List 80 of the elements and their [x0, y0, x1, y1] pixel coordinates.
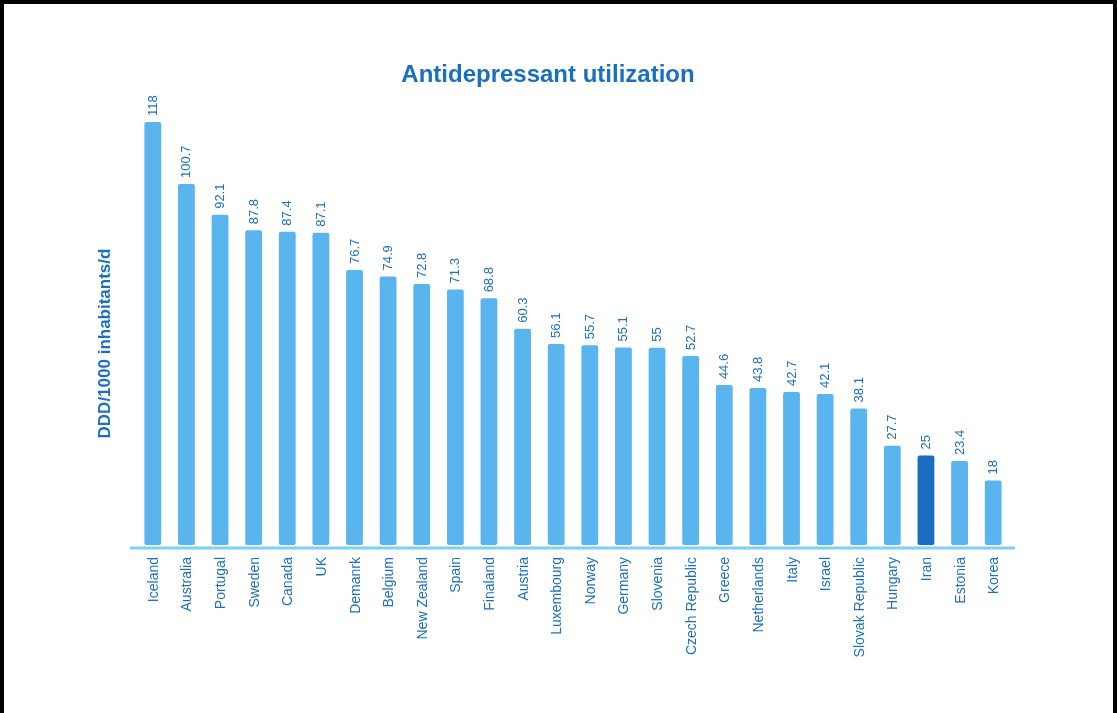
- x-tick-label: Hungary: [884, 557, 901, 610]
- data-label: 74.9: [380, 245, 396, 271]
- bar: [346, 270, 363, 545]
- data-label: 56.1: [548, 312, 564, 338]
- x-tick-label: New Zealand: [413, 557, 430, 640]
- x-tick-label: Netherlands: [749, 557, 766, 633]
- x-tick-label: Demanrk: [346, 556, 363, 614]
- data-label: 72.8: [413, 252, 429, 279]
- data-label: 92.1: [212, 183, 228, 209]
- data-label: 43.8: [749, 356, 765, 382]
- data-label: 42.7: [783, 360, 799, 386]
- bar: [514, 328, 531, 545]
- x-tick-label: Iceland: [144, 557, 161, 603]
- x-tick-label: Estonia: [951, 556, 968, 604]
- data-label: 52.7: [682, 324, 698, 351]
- x-tick-label: Sweden: [245, 557, 262, 608]
- bar: [917, 455, 935, 545]
- data-label: 55: [649, 327, 665, 342]
- data-label: 60.3: [514, 297, 530, 323]
- x-tick-label: Finaland: [480, 557, 497, 611]
- bar: [480, 298, 498, 545]
- bar: [682, 356, 700, 545]
- data-label: 68.8: [480, 267, 496, 293]
- x-tick-label: Norway: [581, 557, 598, 605]
- x-tick-label: Germany: [615, 557, 632, 615]
- bar: [379, 276, 397, 545]
- data-label: 44.6: [716, 353, 732, 380]
- bar: [951, 461, 968, 545]
- x-tick-label: Spain: [447, 557, 464, 593]
- bar: [312, 232, 330, 545]
- data-label: 55.1: [615, 316, 631, 342]
- x-tick-label: Israel: [817, 557, 834, 592]
- data-label: 87.4: [279, 200, 295, 226]
- data-label: 76.7: [346, 238, 362, 265]
- data-label: 55.7: [581, 314, 597, 340]
- bar: [615, 347, 632, 545]
- data-label: 118: [144, 95, 160, 116]
- x-tick-label: Czech Republic: [682, 557, 699, 656]
- bar: [144, 122, 162, 545]
- x-tick-label: Iran: [917, 557, 934, 582]
- data-label: 23.4: [951, 429, 967, 456]
- data-label: 71.3: [447, 258, 463, 284]
- x-tick-label: Portugal: [212, 557, 229, 610]
- bar: [245, 230, 263, 545]
- x-tick-label: Korea: [985, 556, 1002, 595]
- x-tick-label: Belgium: [380, 557, 397, 608]
- data-label: 38.1: [850, 377, 866, 403]
- bar: [278, 231, 296, 545]
- bar: [581, 345, 599, 545]
- data-label: 18: [985, 460, 1001, 475]
- bar: [446, 289, 464, 545]
- data-label: 100.7: [178, 145, 194, 179]
- x-tick-label: Slovenia: [649, 556, 666, 611]
- bar: [178, 184, 195, 545]
- bar: [816, 394, 834, 545]
- bar: [749, 387, 767, 545]
- data-label: 87.1: [312, 201, 328, 227]
- x-tick-label: Slovak Republic: [850, 557, 867, 658]
- bar: [883, 445, 901, 545]
- bar: [648, 347, 666, 545]
- bar: [211, 214, 229, 545]
- data-label: 42.1: [817, 362, 833, 389]
- x-tick-label: Canada: [279, 556, 296, 607]
- bar: [413, 284, 431, 545]
- chart-title: Antidepressant utilization: [401, 60, 695, 87]
- bar: [850, 408, 868, 545]
- bar: [547, 343, 565, 545]
- y-axis-title: DDD/1000 inhabitants/d: [95, 248, 114, 439]
- x-tick-label: Italy: [783, 557, 800, 583]
- x-tick-label: Austria: [514, 556, 531, 601]
- data-label: 25: [917, 434, 933, 450]
- bar: [984, 480, 1002, 545]
- x-tick-label: Greece: [716, 556, 733, 603]
- data-label: 27.7: [884, 414, 900, 440]
- data-label: 87.8: [245, 198, 261, 225]
- bar: [783, 391, 800, 545]
- x-tick-label: Luxembourg: [548, 557, 565, 635]
- x-tick-label: UK: [312, 556, 329, 577]
- bar: [715, 385, 733, 545]
- x-tick-label: Australia: [178, 556, 195, 612]
